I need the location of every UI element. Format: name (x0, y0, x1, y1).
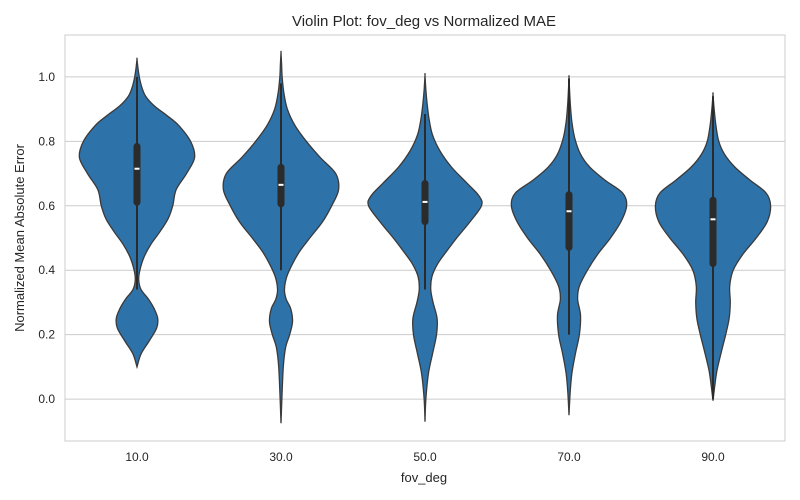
violin-iqr-box (709, 196, 717, 267)
violin-iqr-box (133, 142, 141, 206)
x-tick-label: 70.0 (557, 450, 581, 464)
y-axis-ticks: 0.0 0.2 0.4 0.6 0.8 1.0 (38, 70, 55, 406)
y-tick-label: 0.2 (38, 328, 55, 342)
y-tick-label: 1.0 (38, 70, 55, 84)
x-axis-ticks: 10.0 30.0 50.0 70.0 90.0 (125, 450, 725, 464)
x-tick-label: 90.0 (701, 450, 725, 464)
violin-90.0 (654, 92, 772, 401)
violin-70.0 (510, 74, 628, 416)
plot-area (64, 34, 786, 442)
x-tick-label: 30.0 (269, 450, 293, 464)
violin-iqr-box (565, 191, 573, 251)
chart-title: Violin Plot: fov_deg vs Normalized MAE (292, 13, 556, 30)
y-tick-label: 0.8 (38, 134, 55, 148)
y-tick-label: 0.6 (38, 199, 55, 213)
violin-10.0 (78, 57, 196, 370)
violin-50.0 (367, 72, 483, 422)
x-tick-label: 50.0 (413, 450, 437, 464)
violins (78, 50, 772, 424)
y-tick-label: 0.4 (38, 263, 55, 277)
x-tick-label: 10.0 (125, 450, 149, 464)
violin-30.0 (222, 50, 340, 424)
y-axis-label: Normalized Mean Absolute Error (12, 143, 27, 332)
x-axis-label: fov_deg (401, 470, 447, 485)
y-tick-label: 0.0 (38, 392, 55, 406)
